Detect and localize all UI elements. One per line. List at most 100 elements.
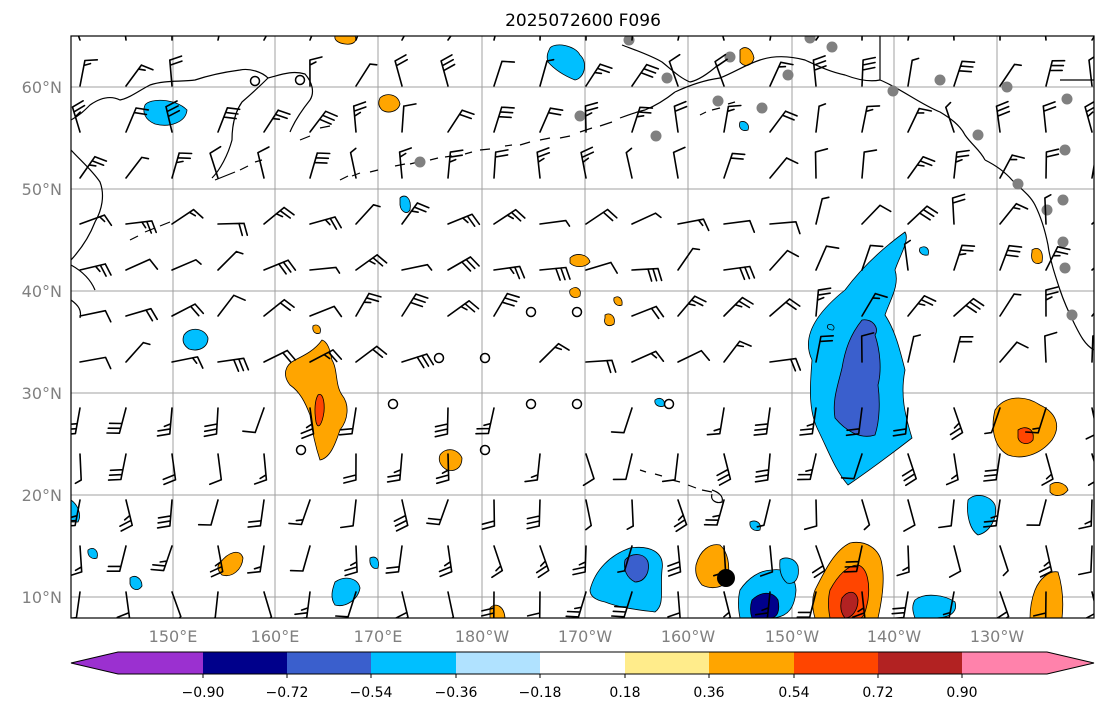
wind-barb (79, 309, 112, 323)
wind-barb (845, 407, 863, 437)
wind-barb (125, 107, 150, 133)
wind-barb (440, 54, 456, 87)
wind-barb (119, 499, 133, 532)
wind-barb (526, 499, 541, 530)
wind-barb (171, 303, 205, 317)
wind-barb (263, 109, 291, 133)
wind-barb (171, 208, 204, 225)
wind-barb (673, 100, 688, 133)
wind-barb (723, 152, 746, 179)
colorbar-tick-label: 0.36 (693, 685, 724, 701)
wind-barb (393, 499, 409, 532)
wind-barb (493, 265, 526, 280)
wind-barb (309, 266, 341, 274)
lon-label: 180°W (455, 627, 510, 646)
wind-barb (723, 265, 756, 281)
map-area (71, 36, 1094, 618)
wind-barb (150, 545, 173, 572)
wind-barb (309, 216, 342, 230)
wind-barb (289, 545, 311, 572)
colorbar-ticks: −0.90 −0.72 −0.54 −0.36 −0.18 0.18 0.36 … (182, 685, 978, 701)
wind-barb (1044, 194, 1052, 225)
wind-barb (723, 591, 732, 618)
lat-label: 40°N (22, 282, 62, 301)
wind-barb (903, 499, 916, 532)
wind-barb (394, 54, 408, 87)
wind-barb (71, 100, 86, 133)
wind-barb (1087, 453, 1094, 486)
wind-barb (949, 407, 964, 441)
colorbar-extend-min (71, 652, 118, 674)
wind-barb (401, 353, 435, 369)
wind-barb (209, 545, 224, 578)
wind-barb (851, 591, 866, 618)
wind-barb (754, 591, 771, 618)
wind-barb (1045, 148, 1060, 179)
wind-barb (1078, 499, 1093, 530)
colorbar-segment (118, 652, 203, 674)
wind-barb (953, 244, 976, 271)
wind-barb (1084, 100, 1094, 133)
colorbar-segment (794, 652, 878, 674)
wind-barb (714, 53, 728, 87)
wind-barb (907, 205, 939, 225)
wind-barb (903, 239, 911, 271)
wind-barb (953, 149, 970, 179)
wind-barb (106, 545, 127, 572)
wind-barb (907, 156, 936, 179)
wind-barb (395, 591, 409, 618)
wind-barb (165, 100, 181, 133)
wind-barb (539, 58, 555, 87)
wind-barb (999, 244, 1023, 271)
wind-barb (861, 56, 876, 87)
wind-barb (447, 213, 481, 227)
wind-barb (116, 591, 131, 618)
wind-barb (338, 407, 357, 436)
wind-barb (896, 545, 910, 577)
wind-barb (217, 357, 250, 372)
wind-barb (1038, 545, 1053, 578)
colorbar-segment (540, 652, 625, 674)
wind-barb (539, 266, 571, 281)
wind-barb (309, 349, 343, 363)
wind-barb (263, 206, 295, 225)
wind-barb (945, 453, 959, 486)
calm-wind-rings (249, 74, 675, 456)
colorbar-segment (709, 652, 794, 674)
wind-barb (815, 196, 830, 225)
lat-label: 30°N (22, 384, 62, 403)
wind-barb (79, 59, 99, 87)
wind-barb (493, 208, 526, 225)
lon-label: 160°E (251, 627, 300, 646)
wind-barb (493, 106, 515, 133)
wind-barb (907, 107, 933, 133)
wind-barb (815, 287, 832, 317)
wind-barb (631, 267, 663, 282)
wind-barb (999, 154, 1025, 179)
wind-barb (716, 453, 732, 486)
wind-barb (493, 60, 516, 87)
lat-label: 50°N (22, 180, 62, 199)
wind-barb (355, 63, 378, 87)
wind-barb (300, 407, 315, 440)
lat-label: 60°N (22, 78, 62, 97)
wind-barb (861, 244, 884, 271)
wind-barb (247, 499, 265, 528)
wind-barb (162, 453, 177, 486)
wind-barb (171, 591, 182, 618)
colorbar-segment (625, 652, 709, 674)
wind-barb (861, 204, 892, 225)
wind-barb (197, 499, 219, 526)
wind-barb (1025, 407, 1047, 434)
wind-barb (242, 407, 265, 434)
wind-barb (723, 219, 756, 233)
wind-barb (1045, 59, 1066, 87)
wind-barb (815, 103, 827, 133)
wind-barb (79, 214, 113, 227)
wind-barb (815, 245, 840, 271)
wind-barb (1078, 545, 1093, 576)
wind-barb (585, 499, 592, 531)
wind-barb (263, 259, 297, 275)
wind-barb (253, 453, 268, 485)
wind-barb (668, 53, 681, 87)
